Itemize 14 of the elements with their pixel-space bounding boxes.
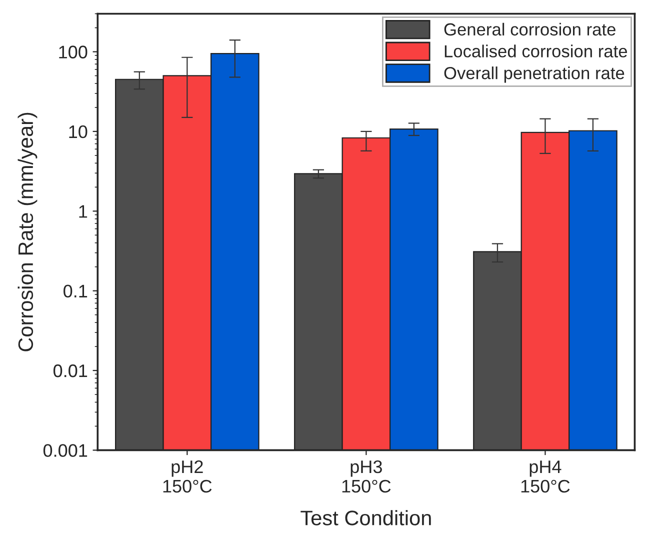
y-tick-label: 0.001 bbox=[43, 444, 88, 457]
x-tick-label: pH3 150°C bbox=[342, 460, 391, 493]
y-axis-title: Corrosion Rate (mm/year) bbox=[18, 112, 38, 352]
legend-label: Localised corrosion rate bbox=[444, 44, 628, 58]
y-tick-label: 10 bbox=[69, 125, 88, 138]
y-tick-label: 1 bbox=[79, 205, 88, 218]
y-tick-label: 100 bbox=[59, 46, 88, 58]
y-tick-label: 0.1 bbox=[64, 284, 88, 298]
legend-label: General corrosion rate bbox=[444, 22, 616, 36]
x-tick-label: pH2 150°C bbox=[163, 460, 212, 493]
y-tick-label: 0.01 bbox=[53, 364, 88, 378]
x-tick-label: pH4 150°C bbox=[521, 460, 570, 493]
x-axis-title: Test Condition bbox=[300, 510, 431, 526]
legend-label: Overall penetration rate bbox=[444, 66, 624, 83]
